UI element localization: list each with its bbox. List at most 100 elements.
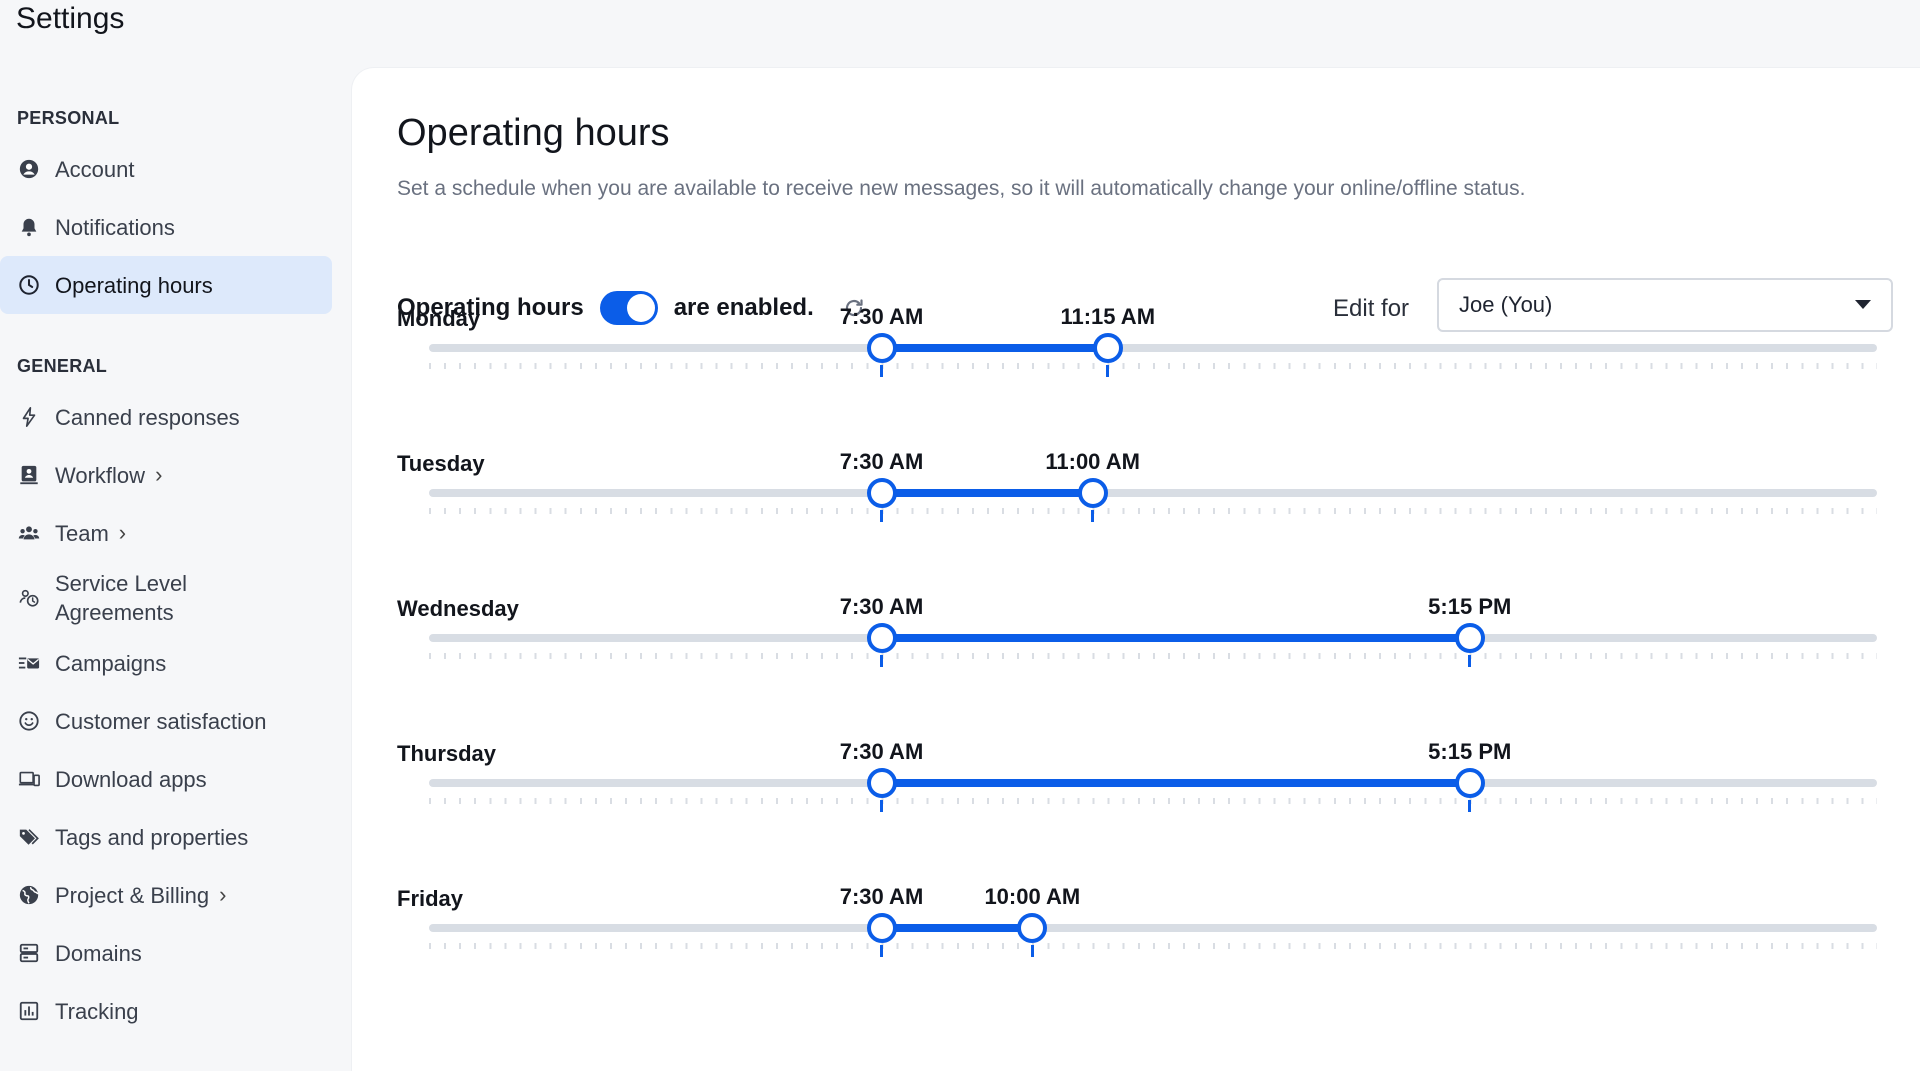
sidebar-item-account[interactable]: Account: [0, 140, 332, 198]
day-name: Wednesday: [397, 596, 519, 621]
toggle-knob: [626, 294, 655, 322]
personal-nav-list: Account Notifications Operating hours: [0, 140, 340, 314]
day-name: Tuesday: [397, 451, 485, 476]
sidebar-item-label: Operating hours: [55, 272, 213, 298]
end-time-label: 5:15 PM: [1428, 594, 1512, 619]
slider-range-fill: [881, 779, 1470, 787]
start-time-label: 7:30 AM: [839, 304, 924, 329]
sidebar-item-label: Project & Billing: [55, 882, 210, 908]
team-icon: [16, 520, 42, 546]
smiley-icon: [16, 708, 42, 734]
operating-hours-toggle[interactable]: [599, 291, 658, 325]
chevron-right-icon: ›: [118, 520, 127, 545]
page-title: Operating hours: [397, 112, 670, 154]
toggle-label-after: are enabled.: [673, 294, 814, 321]
bolt-icon: [16, 404, 42, 430]
slider-track[interactable]: [429, 924, 1877, 932]
sidebar-item-tracking[interactable]: Tracking: [0, 982, 332, 1040]
slider-range-fill: [881, 634, 1470, 642]
clock-icon: [16, 272, 42, 298]
start-handle-marker: [880, 655, 883, 667]
start-time-handle[interactable]: [866, 623, 897, 653]
end-time-handle[interactable]: [1077, 478, 1108, 508]
sidebar-item-workflow[interactable]: Workflow ›: [0, 446, 332, 504]
day-row-tuesday: Tuesday 7:30 AM 11:00 AM: [352, 443, 1920, 563]
day-row-friday: Friday 7:30 AM 10:00 AM: [352, 878, 1920, 998]
general-nav-list: Canned responses Workflow › Team › Service Le…: [0, 388, 340, 1040]
start-time-label: 7:30 AM: [839, 594, 924, 619]
day-name: Thursday: [397, 741, 497, 766]
start-handle-marker: [880, 365, 883, 377]
app-title: Settings: [16, 2, 125, 35]
sidebar-item-domains[interactable]: Domains: [0, 924, 332, 982]
slider-track[interactable]: [429, 344, 1877, 352]
sidebar-item-download-apps[interactable]: Download apps: [0, 750, 332, 808]
globe-icon: [16, 882, 42, 908]
end-handle-marker: [1106, 365, 1110, 377]
sidebar-item-customer-satisfaction[interactable]: Customer satisfaction: [0, 692, 332, 750]
refresh-icon[interactable]: [840, 294, 868, 322]
start-handle-marker: [880, 945, 883, 957]
end-time-handle[interactable]: [1454, 623, 1485, 653]
slider-range-fill: [881, 924, 1033, 932]
end-handle-marker: [1030, 945, 1034, 957]
slider-ticks: [429, 943, 1877, 949]
user-circle-icon: [16, 156, 42, 182]
start-handle-marker: [880, 510, 883, 522]
day-row-wednesday: Wednesday 7:30 AM 5:15 PM: [352, 588, 1920, 708]
start-time-handle[interactable]: [866, 768, 897, 798]
sidebar-item-label: Domains: [55, 940, 142, 966]
tags-icon: [16, 824, 42, 850]
bell-icon: [16, 214, 42, 240]
day-name: Friday: [397, 886, 464, 911]
section-label-general: GENERAL: [17, 355, 108, 376]
chart-icon: [16, 998, 42, 1024]
edit-for-label: Edit for: [1333, 295, 1410, 322]
end-handle-marker: [1468, 655, 1472, 667]
chevron-right-icon: ›: [219, 882, 227, 907]
end-handle-marker: [1091, 510, 1095, 522]
slider-ticks: [429, 363, 1877, 369]
edit-for-select[interactable]: Joe (You): [1437, 278, 1893, 332]
sidebar-item-operating-hours[interactable]: Operating hours: [0, 256, 332, 314]
end-handle-marker: [1468, 800, 1472, 812]
slider-track[interactable]: [429, 489, 1877, 497]
end-time-handle[interactable]: [1454, 768, 1485, 798]
devices-icon: [16, 766, 42, 792]
operating-hours-panel: Operating hours Set a schedule when you …: [352, 68, 1920, 1071]
sidebar-item-label: Tracking: [55, 998, 139, 1024]
slider-ticks: [429, 798, 1877, 804]
sidebar-item-campaigns[interactable]: Campaigns: [0, 634, 332, 692]
slider-range-fill: [881, 344, 1108, 352]
sidebar-item-label: Account: [55, 156, 135, 182]
section-label-personal: PERSONAL: [17, 107, 120, 128]
sidebar-item-label: Service Level Agreements: [55, 571, 188, 625]
start-handle-marker: [880, 800, 883, 812]
sidebar-item-project-and-billing[interactable]: Project & Billing ›: [0, 866, 332, 924]
sidebar-item-label: Campaigns: [55, 650, 167, 676]
chevron-right-icon: ›: [155, 462, 163, 487]
sidebar-item-tags-and-properties[interactable]: Tags and properties: [0, 808, 332, 866]
sidebar-item-notifications[interactable]: Notifications: [0, 198, 332, 256]
sidebar-item-label: Customer satisfaction: [55, 708, 267, 734]
sla-icon: [16, 585, 42, 611]
workflow-icon: [16, 462, 42, 488]
page-description: Set a schedule when you are available to…: [397, 177, 1526, 200]
end-time-handle[interactable]: [1092, 333, 1123, 363]
start-time-handle[interactable]: [866, 913, 897, 943]
end-time-label: 5:15 PM: [1428, 739, 1512, 764]
sidebar-item-label: Workflow: [55, 462, 146, 488]
sidebar-item-team[interactable]: Team ›: [0, 504, 332, 562]
sidebar-item-canned-responses[interactable]: Canned responses: [0, 388, 332, 446]
day-row-monday: Monday 7:30 AM 11:15 AM: [352, 298, 1920, 418]
sidebar-item-service-level-agreements[interactable]: Service Level Agreements: [0, 562, 332, 634]
slider-ticks: [429, 653, 1877, 659]
end-time-handle[interactable]: [1017, 913, 1048, 943]
edit-for-value: Joe (You): [1459, 292, 1553, 317]
start-time-label: 7:30 AM: [839, 884, 924, 909]
start-time-label: 7:30 AM: [839, 739, 924, 764]
start-time-handle[interactable]: [866, 333, 897, 363]
settings-sidebar: PERSONAL Account Notifications Operating h…: [0, 96, 340, 1040]
day-row-thursday: Thursday 7:30 AM 5:15 PM: [352, 733, 1920, 853]
start-time-handle[interactable]: [866, 478, 897, 508]
